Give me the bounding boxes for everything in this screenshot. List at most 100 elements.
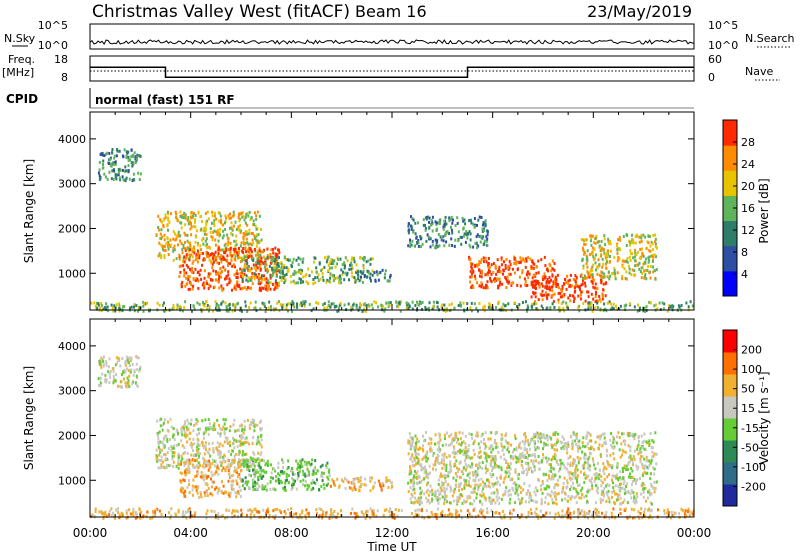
data-cell bbox=[258, 286, 261, 290]
data-cell bbox=[177, 232, 180, 236]
data-cell bbox=[306, 467, 309, 471]
data-cell bbox=[108, 372, 111, 376]
data-cell bbox=[579, 288, 581, 292]
data-cell bbox=[486, 478, 488, 482]
data-cell bbox=[600, 239, 603, 243]
data-cell bbox=[603, 432, 606, 436]
data-cell bbox=[254, 480, 256, 484]
data-cell bbox=[183, 231, 186, 235]
data-cell bbox=[577, 285, 580, 289]
data-cell bbox=[160, 228, 163, 232]
data-cell bbox=[639, 257, 642, 260]
data-cell bbox=[452, 488, 455, 492]
data-cell bbox=[642, 464, 645, 468]
data-cell bbox=[477, 218, 480, 222]
data-cell bbox=[597, 258, 600, 262]
data-cell bbox=[245, 274, 248, 278]
data-cell bbox=[277, 262, 279, 266]
data-cell bbox=[535, 432, 537, 436]
data-cell bbox=[260, 250, 263, 254]
data-cell bbox=[454, 431, 457, 435]
data-cell bbox=[253, 464, 256, 468]
data-cell bbox=[109, 158, 112, 161]
data-cell bbox=[556, 448, 558, 452]
data-cell bbox=[199, 452, 202, 456]
data-cell bbox=[551, 289, 554, 293]
data-cell bbox=[439, 486, 442, 490]
data-cell bbox=[308, 461, 311, 465]
data-cell bbox=[627, 489, 630, 493]
data-cell bbox=[263, 255, 265, 259]
data-cell bbox=[532, 459, 535, 463]
data-cell bbox=[468, 230, 471, 234]
data-cell bbox=[171, 451, 174, 455]
data-cell bbox=[220, 428, 223, 432]
data-cell bbox=[273, 288, 276, 291]
data-cell bbox=[468, 480, 470, 484]
data-cell bbox=[132, 373, 135, 377]
data-cell bbox=[484, 286, 487, 289]
data-cell bbox=[424, 227, 427, 231]
data-cell bbox=[389, 301, 392, 305]
data-cell bbox=[233, 460, 236, 464]
data-cell bbox=[222, 255, 225, 259]
data-cell bbox=[638, 261, 641, 265]
data-cell bbox=[241, 278, 244, 282]
data-cell bbox=[469, 262, 472, 266]
data-cell bbox=[228, 466, 231, 470]
data-cell bbox=[212, 256, 214, 260]
data-cell bbox=[523, 456, 526, 459]
data-cell bbox=[276, 268, 279, 272]
data-cell bbox=[554, 275, 557, 279]
data-cell bbox=[423, 465, 426, 469]
data-cell bbox=[646, 458, 649, 462]
data-cell bbox=[487, 271, 490, 275]
data-cell bbox=[503, 260, 505, 264]
data-cell bbox=[101, 372, 104, 376]
data-cell bbox=[483, 239, 486, 243]
data-cell bbox=[524, 259, 527, 263]
data-cell bbox=[104, 379, 107, 383]
data-cell bbox=[521, 454, 524, 458]
data-cell bbox=[638, 451, 641, 454]
data-cell bbox=[195, 488, 198, 492]
data-cell bbox=[291, 302, 294, 306]
data-cell bbox=[276, 286, 279, 290]
data-cell bbox=[518, 443, 521, 447]
data-cell bbox=[209, 227, 212, 231]
data-cell bbox=[576, 475, 579, 479]
data-cell bbox=[252, 263, 255, 267]
data-cell bbox=[125, 169, 128, 173]
data-cell bbox=[157, 458, 160, 462]
data-cell bbox=[215, 304, 218, 308]
data-cell bbox=[105, 362, 108, 366]
data-cell bbox=[680, 304, 683, 307]
data-cell bbox=[540, 440, 542, 444]
data-cell bbox=[249, 456, 252, 460]
data-cell bbox=[192, 465, 195, 469]
data-cell bbox=[620, 477, 623, 481]
data-cell bbox=[194, 475, 196, 478]
data-cell bbox=[289, 274, 292, 278]
data-cell bbox=[561, 284, 564, 288]
data-cell bbox=[411, 300, 414, 304]
data-cell bbox=[643, 483, 646, 487]
data-cell bbox=[689, 300, 692, 304]
data-cell bbox=[129, 370, 132, 374]
data-cell bbox=[440, 488, 443, 492]
data-cell bbox=[242, 257, 245, 261]
data-cell bbox=[582, 466, 585, 470]
data-cell bbox=[439, 492, 442, 496]
data-cell bbox=[605, 281, 608, 285]
data-cell bbox=[139, 365, 142, 369]
data-cell bbox=[472, 478, 475, 482]
data-cell bbox=[346, 259, 349, 263]
data-cell bbox=[200, 441, 203, 445]
data-cell bbox=[189, 432, 192, 435]
data-cell bbox=[389, 479, 391, 483]
data-cell bbox=[250, 463, 253, 467]
data-cell bbox=[269, 281, 272, 285]
data-cell bbox=[298, 277, 301, 281]
data-cell bbox=[548, 435, 551, 439]
data-cell bbox=[516, 283, 519, 287]
